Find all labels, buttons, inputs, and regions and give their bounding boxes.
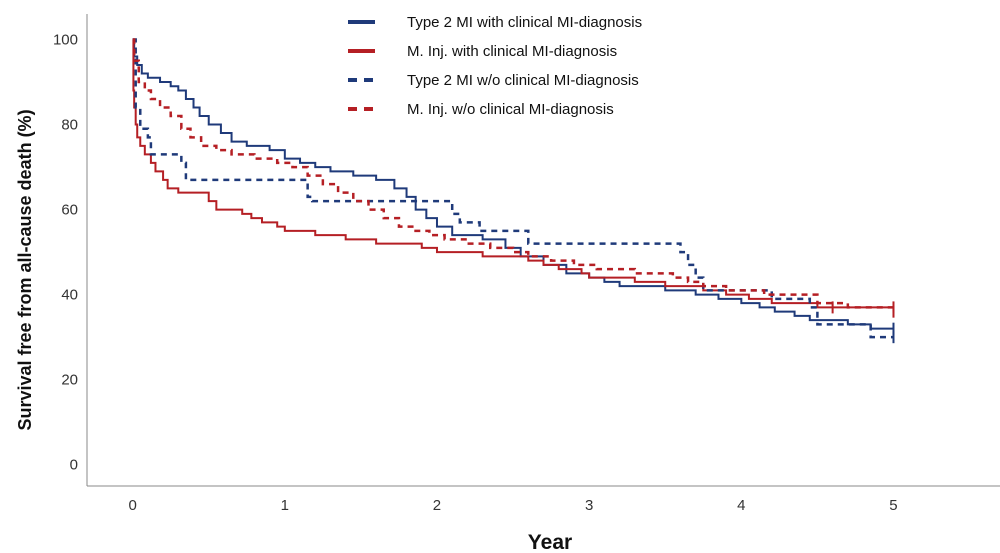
x-tick-label: 4	[737, 497, 745, 514]
legend-label: M. Inj. w/o clinical MI-diagnosis	[407, 101, 614, 118]
series-line-2	[132, 38, 895, 312]
x-tick-label: 3	[585, 497, 593, 514]
y-tick-label: 100	[53, 32, 78, 49]
axes	[86, 14, 1000, 487]
series-group	[132, 38, 895, 339]
x-tick-label: 2	[433, 497, 441, 514]
censor-marks	[831, 301, 895, 344]
y-tick-label: 40	[61, 287, 78, 304]
legend-label: M. Inj. with clinical MI-diagnosis	[407, 43, 617, 60]
series-line-1	[132, 38, 894, 330]
x-tick-label: 0	[128, 497, 136, 514]
y-tick-label: 20	[61, 372, 78, 389]
x-axis-title: Year	[528, 531, 572, 553]
legend: Type 2 MI with clinical MI-diagnosis M. I…	[348, 14, 642, 118]
y-tick-label: 0	[70, 457, 78, 474]
x-tick-label: 1	[281, 497, 289, 514]
legend-label: Type 2 MI with clinical MI-diagnosis	[407, 14, 642, 31]
y-tick-label: 80	[61, 117, 78, 134]
y-axis-title: Survival free from all-cause death (%)	[15, 109, 35, 430]
y-tick-label: 60	[61, 202, 78, 219]
legend-label: Type 2 MI w/o clinical MI-diagnosis	[407, 72, 639, 89]
series-line-3	[132, 38, 894, 339]
y-ticks: 0 20 40 60 80 100	[53, 32, 78, 474]
x-tick-label: 5	[889, 497, 897, 514]
x-ticks: 0 1 2 3 4 5	[128, 497, 897, 514]
